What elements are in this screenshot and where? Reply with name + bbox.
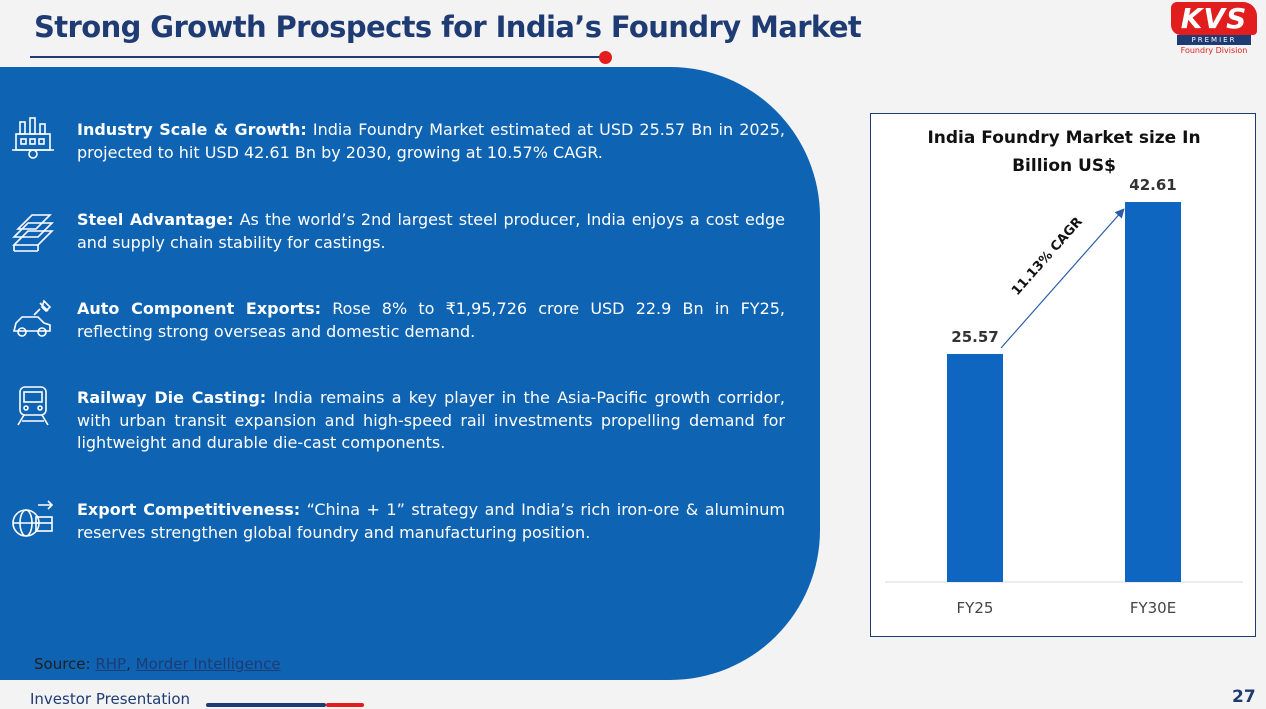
chart-plot: 25.57 FY25 42.61 FY30E 11.13% CAGR	[885, 176, 1243, 617]
bullet-heading: Export Competitiveness:	[77, 500, 301, 519]
bullet-industry-scale: Industry Scale & Growth: India Foundry M…	[77, 119, 785, 164]
title-accent-dot	[599, 51, 612, 64]
bullet-text: “China + 1” strategy and India’s rich ir…	[77, 500, 786, 542]
page-number: 27	[1232, 687, 1256, 707]
bullet-export: Export Competitiveness: “China + 1” stra…	[77, 499, 785, 544]
bar-fy30e	[1125, 202, 1181, 582]
steel-bars-icon	[10, 209, 56, 255]
company-logo: KVS PREMIER Foundry Division	[1171, 2, 1257, 58]
logo-brand: KVS	[1171, 2, 1257, 35]
bullet-text: As the world’s 2nd largest steel produce…	[77, 210, 786, 252]
cagr-label: 11.13% CAGR	[1009, 215, 1086, 299]
source-label: Source:	[34, 655, 91, 673]
bullet-auto-exports: Auto Component Exports: Rose 8% to ₹1,95…	[77, 298, 785, 343]
footer-bar-accent	[326, 703, 364, 707]
bar-fy25	[947, 353, 1003, 582]
bullet-text: India Foundry Market estimated at USD 25…	[77, 120, 786, 162]
bullet-heading: Railway Die Casting:	[77, 388, 267, 407]
chart-title: India Foundry Market size In Billion US$	[871, 124, 1257, 180]
bullet-text: Rose 8% to ₹1,95,726 crore USD 22.9 Bn i…	[77, 299, 786, 341]
chart-title-line2: Billion US$	[1012, 156, 1116, 176]
title-underline	[30, 56, 605, 58]
market-size-chart: India Foundry Market size In Billion US$…	[870, 113, 1256, 637]
source-link-morder[interactable]: Morder Intelligence	[135, 655, 281, 673]
bullet-heading: Steel Advantage:	[77, 210, 234, 229]
logo-division: Foundry Division	[1180, 46, 1248, 55]
source-note: Source: RHP, Morder Intelligence	[34, 655, 281, 673]
data-label: 42.61	[1129, 176, 1176, 194]
chart-title-line1: India Foundry Market size In	[927, 128, 1201, 148]
bullet-text: India remains a key player in the Asia-P…	[77, 388, 785, 452]
x-tick-label: FY25	[957, 599, 994, 617]
footer-bar	[206, 703, 326, 707]
factory-icon	[10, 114, 56, 160]
page-title: Strong Growth Prospects for India’s Foun…	[34, 10, 862, 44]
bullet-heading: Industry Scale & Growth:	[77, 120, 307, 139]
bullet-panel: Industry Scale & Growth: India Foundry M…	[0, 67, 820, 680]
data-label: 25.57	[951, 328, 998, 346]
train-icon	[10, 383, 56, 429]
bullet-steel-advantage: Steel Advantage: As the world’s 2nd larg…	[77, 209, 785, 254]
footer-label: Investor Presentation	[30, 690, 191, 708]
logo-sub: PREMIER	[1177, 35, 1251, 45]
x-tick-label: FY30E	[1130, 599, 1176, 617]
bullet-railway: Railway Die Casting: India remains a key…	[77, 387, 785, 455]
car-wrench-icon	[10, 299, 56, 345]
bullet-heading: Auto Component Exports:	[77, 299, 322, 318]
source-separator: ,	[126, 655, 131, 673]
globe-export-icon	[10, 499, 56, 545]
cagr-arrow	[1000, 208, 1125, 349]
source-link-rhp[interactable]: RHP	[95, 655, 127, 673]
